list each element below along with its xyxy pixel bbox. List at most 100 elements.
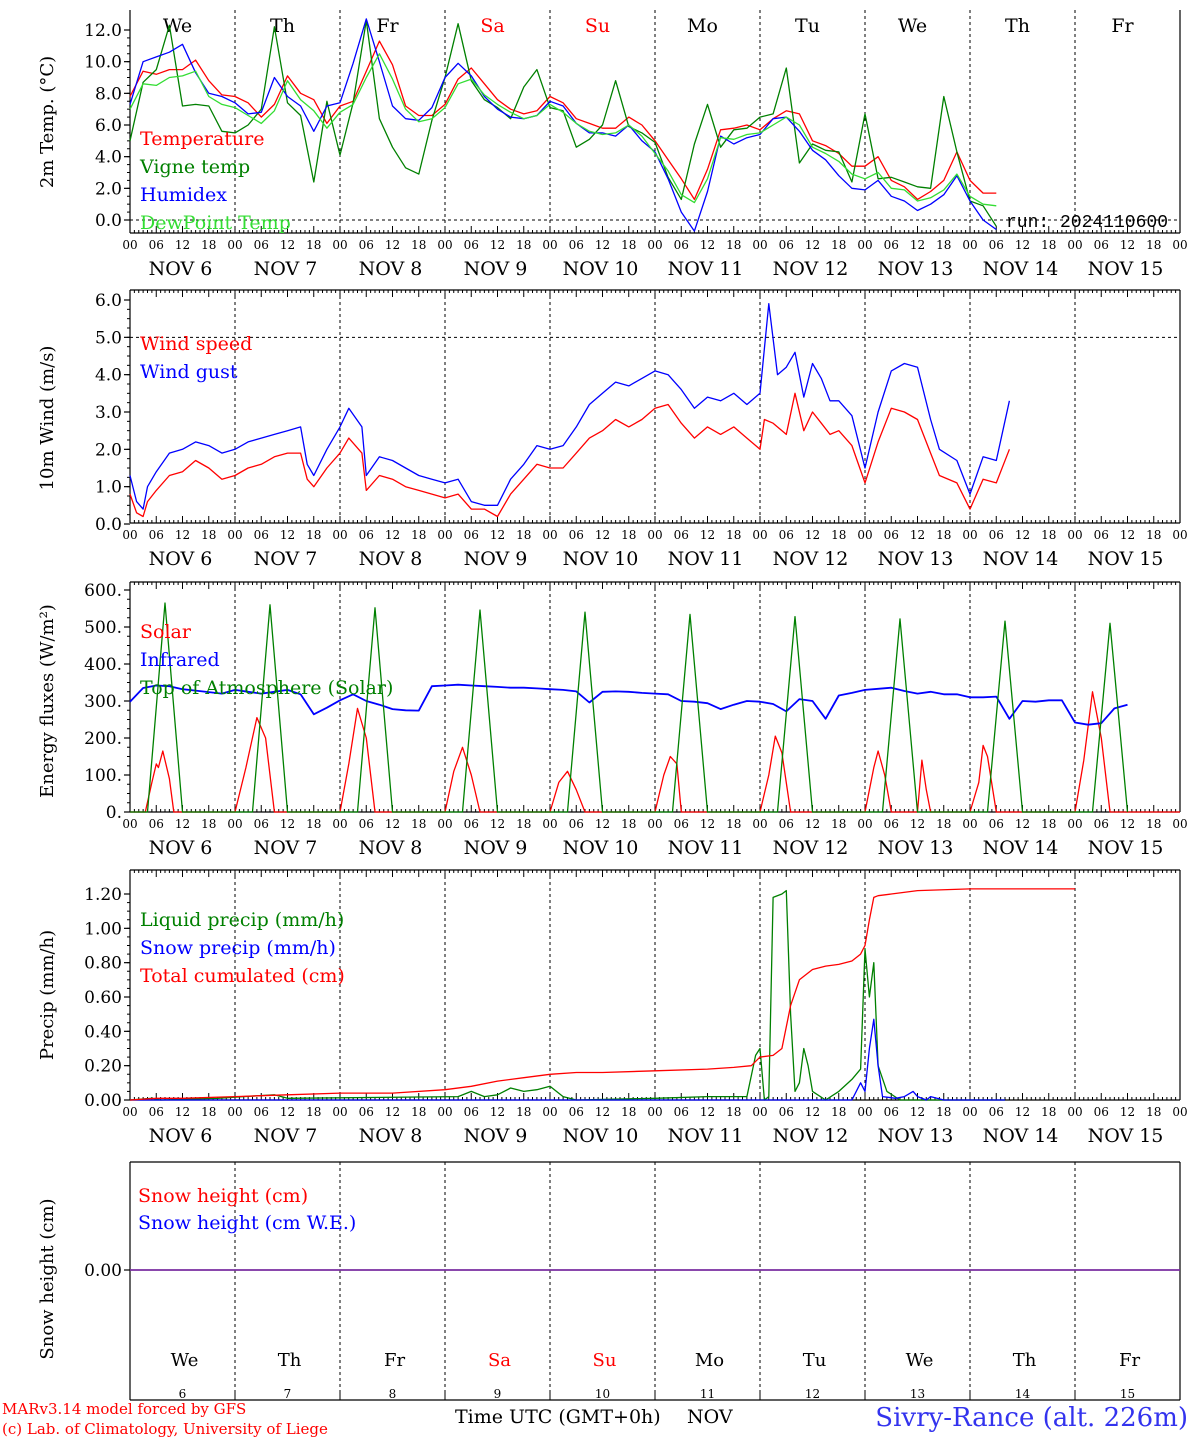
temperature-panel: 0.0 2.0 4.0 6.0 8.0 10.0 12.0 2m Temp. (°C) 00 06… (37, 10, 1188, 280)
hour-tick-label: 18 (726, 1105, 741, 1119)
hour-tick-label: 18 (936, 238, 951, 252)
hour-tick-label: 18 (831, 528, 846, 542)
legend-entry: Snow precip (mm/h) (140, 937, 336, 959)
y-tick-label: 0.60 (84, 988, 122, 1008)
run-label: run: 2024110600 (1006, 213, 1168, 233)
hour-tick-label: 12 (280, 238, 295, 252)
hour-tick-label: 18 (621, 1105, 636, 1119)
date-label: NOV 9 (464, 837, 528, 859)
hour-tick-label: 00 (437, 1105, 452, 1119)
hour-tick-label: 12 (805, 528, 820, 542)
weekday-label: Fr (376, 15, 399, 37)
date-label: NOV 8 (359, 837, 423, 859)
hour-tick-label: 12 (910, 1105, 925, 1119)
hour-tick-label: 06 (779, 1105, 794, 1119)
hour-tick-label: 12 (175, 1105, 190, 1119)
hour-tick-label: 00 (647, 238, 662, 252)
hour-tick-label: 00 (332, 817, 347, 831)
date-label: NOV 9 (464, 1125, 528, 1147)
date-label: NOV 7 (254, 258, 318, 280)
hour-tick-label: 06 (884, 238, 899, 252)
series-line (130, 1018, 1005, 1101)
hour-tick-label: 00 (857, 817, 872, 831)
hour-tick-label: 18 (831, 238, 846, 252)
y-tick-label: 8.0 (95, 84, 122, 104)
hour-tick-label: 12 (175, 817, 190, 831)
weekday-label: Tu (795, 15, 820, 37)
hour-tick-label: 00 (1172, 817, 1187, 831)
y-tick-label: 0.0 (95, 211, 122, 231)
hour-tick-label: 12 (700, 1105, 715, 1119)
date-label: NOV 10 (563, 258, 639, 280)
hour-tick-label: 06 (884, 817, 899, 831)
hour-tick-label: 06 (779, 528, 794, 542)
hour-tick-label: 06 (884, 1105, 899, 1119)
y-tick-label: 600. (84, 581, 122, 601)
hour-tick-label: 12 (385, 1105, 400, 1119)
date-label: NOV 13 (878, 548, 954, 570)
y-tick-label: 0.40 (84, 1022, 122, 1042)
hour-tick-label: 18 (936, 528, 951, 542)
legend-entry: Temperature (140, 128, 264, 150)
hour-tick-label: 00 (752, 238, 767, 252)
weekday-label: We (898, 15, 927, 37)
series-line (129, 19, 997, 227)
hour-tick-label: 00 (1067, 817, 1082, 831)
weekday-label: Fr (1111, 15, 1134, 37)
hour-tick-label: 12 (175, 528, 190, 542)
hour-tick-label: 18 (1041, 238, 1056, 252)
hour-tick-label: 18 (936, 1105, 951, 1119)
date-label: NOV 14 (983, 837, 1059, 859)
hour-tick-label: 06 (884, 528, 899, 542)
hour-tick-label: 18 (1146, 817, 1161, 831)
hour-tick-label: 00 (752, 1105, 767, 1119)
hour-tick-label: 00 (332, 238, 347, 252)
hour-tick-label: 00 (962, 817, 977, 831)
hour-tick-label: 00 (122, 1105, 137, 1119)
hour-tick-label: 00 (437, 238, 452, 252)
legend-entry: Snow height (cm W.E.) (138, 1212, 356, 1234)
series-line (130, 602, 1129, 813)
hour-tick-label: 06 (1094, 817, 1109, 831)
weekday-label: Th (278, 1350, 302, 1371)
hour-tick-label: 06 (569, 238, 584, 252)
model-credit-line-2: (c) Lab. of Climatology, University of L… (2, 1420, 328, 1438)
station-label: Sivry-Rance (alt. 226m) (875, 1403, 1188, 1433)
hour-tick-label: 12 (700, 528, 715, 542)
hour-tick-label: 06 (149, 1105, 164, 1119)
wind-panel: 0.0 1.0 2.0 3.0 4.0 5.0 6.0 10m Wind (m/s) 00 06 1… (37, 289, 1188, 570)
hour-tick-label: 12 (595, 1105, 610, 1119)
hour-tick-label: 06 (1094, 1105, 1109, 1119)
y-tick-label: 6.0 (95, 116, 122, 136)
y-tick-label: 2.0 (95, 440, 122, 460)
hour-tick-label: 06 (989, 238, 1004, 252)
hour-tick-label: 12 (805, 238, 820, 252)
hour-tick-label: 12 (805, 1105, 820, 1119)
y-axis-label: Snow height (cm) (37, 1198, 58, 1359)
hour-tick-label: 12 (1015, 1105, 1030, 1119)
hour-tick-label: 18 (306, 1105, 321, 1119)
hour-tick-label: 00 (752, 817, 767, 831)
y-tick-label: 0.00 (84, 1091, 122, 1111)
hour-tick-label: 12 (700, 817, 715, 831)
y-tick-label: 400. (84, 655, 122, 675)
hour-tick-label: 12 (1120, 528, 1135, 542)
date-label: NOV 8 (359, 1125, 423, 1147)
hour-tick-label: 12 (1015, 528, 1030, 542)
hour-tick-label: 18 (726, 817, 741, 831)
date-label: NOV 6 (149, 837, 213, 859)
energy-flux-panel: 0. 100. 200. 300. 400. 500. 600. Energy fluxes … (37, 581, 1188, 859)
hour-tick-label: 00 (857, 528, 872, 542)
date-label: NOV 12 (773, 548, 849, 570)
hour-tick-label: 00 (227, 238, 242, 252)
hour-tick-label: 12 (910, 528, 925, 542)
y-tick-label: 0. (106, 803, 122, 823)
hour-tick-label: 06 (989, 1105, 1004, 1119)
hour-tick-label: 06 (569, 1105, 584, 1119)
y-axis-label: 2m Temp. (°C) (37, 56, 58, 188)
hour-tick-label: 12 (595, 817, 610, 831)
hour-tick-label: 00 (542, 1105, 557, 1119)
hour-tick-label: 18 (726, 528, 741, 542)
hour-tick-label: 18 (411, 1105, 426, 1119)
